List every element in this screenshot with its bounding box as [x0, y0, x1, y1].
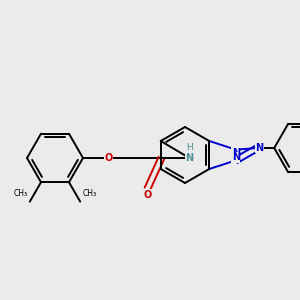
- Text: N: N: [232, 148, 240, 158]
- Text: O: O: [143, 190, 152, 200]
- Text: CH₃: CH₃: [82, 189, 96, 198]
- Text: N: N: [232, 152, 240, 162]
- Text: N: N: [255, 143, 263, 153]
- Text: H: H: [186, 142, 193, 152]
- Text: CH₃: CH₃: [14, 189, 28, 198]
- Text: O: O: [104, 153, 112, 163]
- Text: N: N: [185, 153, 194, 163]
